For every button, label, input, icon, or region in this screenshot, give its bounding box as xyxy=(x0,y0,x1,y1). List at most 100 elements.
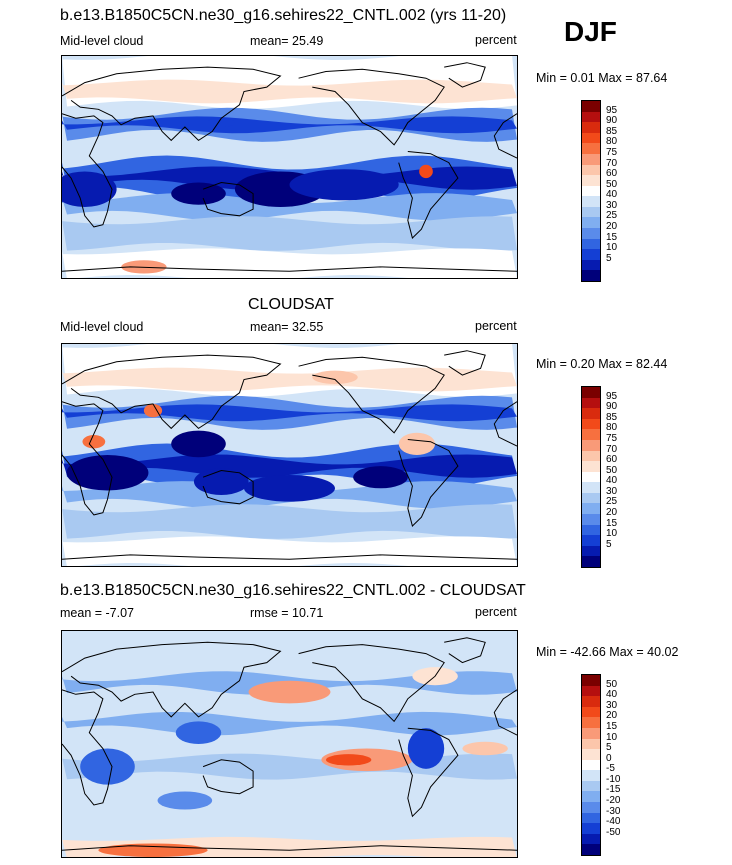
colorbar-swatch xyxy=(582,249,600,261)
colorbar-label: 15 xyxy=(606,231,618,243)
panel-2-map xyxy=(61,343,518,567)
colorbar-label: -5 xyxy=(606,763,615,775)
colorbar-swatch xyxy=(582,706,600,718)
colorbar-label: 10 xyxy=(606,242,618,254)
colorbar-swatch xyxy=(582,196,600,208)
contour-blob xyxy=(325,754,372,766)
colorbar-label: -40 xyxy=(606,816,621,828)
contour-blob xyxy=(248,680,331,704)
panel-3-mean: mean = -7.07 xyxy=(60,606,135,620)
colorbar-swatch xyxy=(582,696,600,708)
contour-blob xyxy=(98,843,208,857)
contour-blob xyxy=(171,430,226,458)
panel-1-minmax: Min = 0.01 Max = 87.64 xyxy=(536,71,668,85)
colorbar-label: 40 xyxy=(606,689,618,701)
contour-blob xyxy=(193,468,249,495)
colorbar-swatch xyxy=(582,450,600,462)
contour-blob xyxy=(398,432,436,455)
panel-2-minmax: Min = 0.20 Max = 82.44 xyxy=(536,357,668,371)
colorbar-swatch xyxy=(582,833,600,845)
colorbar-swatch xyxy=(582,791,600,803)
colorbar-swatch xyxy=(582,685,600,697)
colorbar-label: 50 xyxy=(606,678,618,690)
colorbar-swatch xyxy=(582,217,600,229)
colorbar-swatch xyxy=(582,482,600,494)
colorbar-label: 80 xyxy=(606,422,618,434)
panel-3-title: b.e13.B1850C5CN.ne30_g16.sehires22_CNTL.… xyxy=(60,582,526,599)
colorbar-label: 90 xyxy=(606,401,618,413)
colorbar-swatch xyxy=(582,228,600,240)
panel-1-map xyxy=(61,55,518,279)
map-field xyxy=(62,56,517,278)
coastline xyxy=(493,113,517,159)
contour-band xyxy=(62,193,517,221)
colorbar-label: 5 xyxy=(606,742,612,754)
colorbar-swatch xyxy=(582,101,600,113)
colorbar-swatch xyxy=(582,812,600,824)
colorbar-swatch xyxy=(582,802,600,814)
contour-blob xyxy=(82,435,106,449)
panel-2-mean: mean= 32.55 xyxy=(250,320,324,334)
colorbar-label: 30 xyxy=(606,485,618,497)
contour-blob xyxy=(244,474,335,502)
colorbar-swatch xyxy=(582,111,600,123)
panel-3-units: percent xyxy=(475,605,517,619)
contour-blob xyxy=(312,370,358,384)
colorbar-swatch xyxy=(582,122,600,134)
colorbar-swatch xyxy=(582,259,600,271)
contour-band xyxy=(62,248,517,278)
coastline xyxy=(202,469,254,505)
colorbar-swatch xyxy=(582,387,600,399)
coastline xyxy=(202,181,254,217)
colorbar-swatch xyxy=(582,429,600,441)
map-field xyxy=(62,631,517,857)
panel-1-title: b.e13.B1850C5CN.ne30_g16.sehires22_CNTL.… xyxy=(60,7,507,24)
colorbar-label: 0 xyxy=(606,752,612,764)
coastline xyxy=(62,113,113,228)
coastline xyxy=(62,354,282,430)
colorbar-swatch xyxy=(582,471,600,483)
coastline xyxy=(62,401,113,516)
colorbar-swatch xyxy=(582,759,600,771)
contour-blob xyxy=(462,741,508,756)
coastline xyxy=(62,641,282,718)
contour-band xyxy=(62,504,517,539)
colorbar-label: 30 xyxy=(606,699,618,711)
colorbar-swatch xyxy=(582,439,600,452)
colorbar-label: 15 xyxy=(606,720,618,732)
contour-blob xyxy=(66,455,149,491)
coastline xyxy=(62,554,517,560)
colorbar-label: -15 xyxy=(606,784,621,796)
colorbar-label: 95 xyxy=(606,104,618,116)
colorbar-swatch xyxy=(582,545,600,557)
contour-blob xyxy=(157,791,213,810)
contour-blob xyxy=(143,403,163,418)
coastline xyxy=(444,350,486,376)
colorbar-swatch xyxy=(582,270,600,282)
contour-band xyxy=(62,116,517,134)
contour-band xyxy=(62,536,517,566)
colorbar-swatch xyxy=(582,175,600,187)
colorbar-swatch xyxy=(582,717,600,729)
colorbar-label: 85 xyxy=(606,125,618,137)
coastline xyxy=(444,62,486,88)
contour-blob xyxy=(207,118,235,128)
season-label: DJF xyxy=(564,16,617,47)
coastline xyxy=(62,266,517,272)
colorbar-label: 50 xyxy=(606,464,618,476)
contour-blob xyxy=(289,169,399,201)
colorbar-swatch xyxy=(582,727,600,740)
colorbar-label: 40 xyxy=(606,189,618,201)
colorbar-swatch xyxy=(582,461,600,473)
colorbar-label: 10 xyxy=(606,528,618,540)
colorbar-swatch xyxy=(582,185,600,197)
map-field xyxy=(62,344,517,566)
colorbar-label: 15 xyxy=(606,517,618,529)
colorbar-label: -30 xyxy=(606,805,621,817)
coastline xyxy=(62,689,113,806)
contour-band xyxy=(62,367,517,392)
colorbar-label: 25 xyxy=(606,210,618,222)
colorbar-label: 25 xyxy=(606,496,618,508)
coastline xyxy=(398,151,459,239)
colorbar-label: 90 xyxy=(606,115,618,127)
